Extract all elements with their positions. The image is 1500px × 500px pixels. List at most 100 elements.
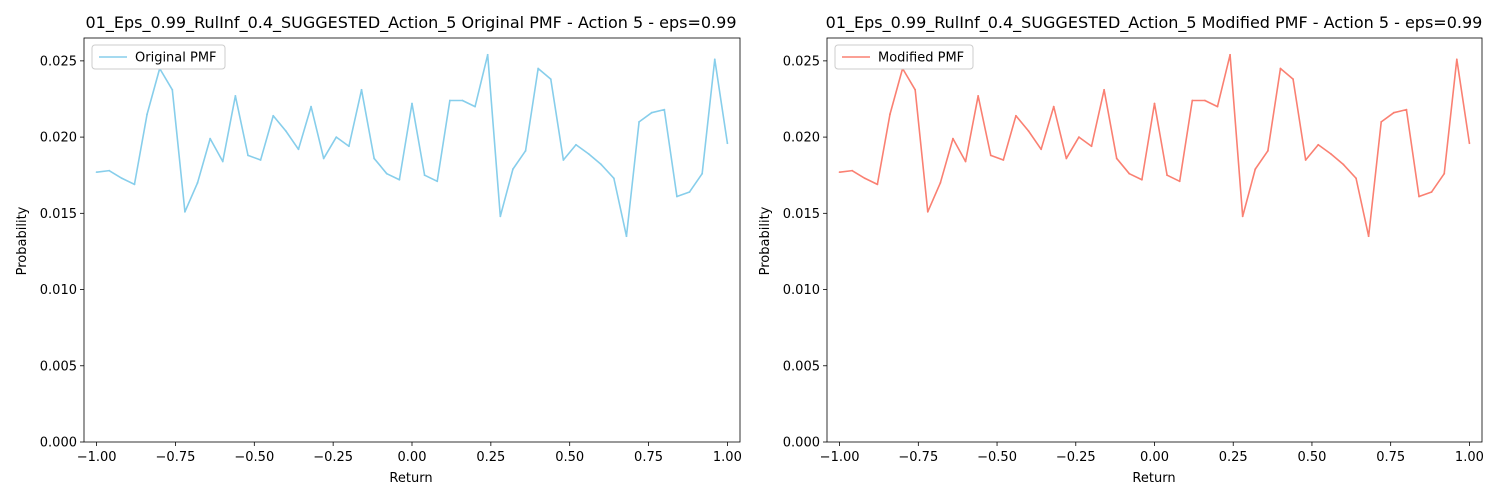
data-point: [701, 172, 704, 175]
data-point: [196, 181, 199, 184]
chart-title: 01_Eps_0.99_RulInf_0.4_SUGGESTED_Action_…: [826, 13, 1483, 33]
x-tick-label: −0.50: [234, 450, 274, 465]
data-point: [133, 183, 136, 186]
legend-box: [91, 44, 226, 70]
y-axis-label: Probability: [15, 206, 30, 275]
chart-panel-modified: 01_Eps_0.99_RulInf_0.4_SUGGESTED_Action_…: [758, 13, 1484, 486]
data-point: [1052, 105, 1055, 108]
x-tick-label: −0.75: [156, 450, 196, 465]
data-point: [876, 183, 879, 186]
data-point: [650, 111, 653, 114]
x-tick-label: −1.00: [77, 450, 117, 465]
data-point: [486, 53, 489, 56]
data-point: [1355, 177, 1357, 180]
data-point: [512, 168, 514, 171]
data-point: [1455, 58, 1458, 61]
data-point: [1153, 102, 1156, 105]
data-point: [952, 137, 954, 140]
data-point: [537, 67, 540, 70]
data-point: [1266, 149, 1269, 152]
data-point: [284, 130, 287, 132]
data-point: [259, 159, 262, 161]
data-point: [1342, 163, 1345, 166]
legend: Modified PMF: [834, 44, 974, 70]
data-point: [638, 120, 640, 123]
data-point: [1317, 143, 1320, 146]
x-tick-label: 0.00: [398, 450, 427, 465]
data-point: [436, 180, 439, 183]
data-point: [863, 177, 866, 180]
data-point: [1229, 53, 1231, 56]
data-point: [600, 163, 603, 166]
x-tick-label: −0.75: [898, 450, 938, 465]
data-point: [676, 195, 678, 198]
data-point: [184, 210, 186, 213]
x-tick-label: 0.50: [555, 450, 584, 465]
data-point: [209, 137, 212, 140]
data-point: [1405, 108, 1408, 111]
data-point: [1279, 67, 1282, 70]
data-point: [989, 154, 992, 157]
data-point: [1241, 215, 1244, 218]
data-point: [1141, 178, 1143, 181]
data-point: [272, 114, 275, 117]
x-tick-label: 0.25: [1219, 450, 1248, 465]
data-point: [575, 143, 577, 146]
legend: Original PMF: [91, 44, 226, 70]
data-point: [587, 152, 590, 155]
data-point: [310, 105, 312, 108]
data-point: [838, 171, 841, 174]
data-point: [1443, 172, 1446, 175]
data-point: [247, 154, 249, 157]
data-point: [562, 159, 565, 161]
data-point: [1418, 195, 1420, 198]
data-point: [411, 102, 413, 105]
data-point: [1040, 148, 1043, 151]
x-tick-label: 0.25: [476, 450, 505, 465]
y-tick-label: 0.020: [40, 131, 77, 146]
data-point: [499, 215, 502, 218]
x-tick-label: 0.75: [634, 450, 663, 465]
data-point: [1128, 172, 1131, 175]
data-point: [1380, 120, 1383, 123]
legend-box: [834, 44, 974, 70]
data-point: [423, 174, 426, 177]
y-tick-label: 0.025: [783, 54, 820, 69]
data-point: [171, 88, 174, 91]
y-tick-label: 0.025: [40, 54, 77, 69]
data-point: [726, 142, 729, 145]
data-point: [914, 88, 917, 91]
data-point: [1078, 136, 1080, 138]
x-tick-label: −0.25: [1056, 450, 1096, 465]
data-point: [322, 157, 325, 160]
data-point: [1367, 235, 1370, 238]
x-tick-label: −0.25: [313, 450, 353, 465]
y-tick-label: 0.000: [783, 436, 820, 451]
data-point: [663, 108, 666, 111]
data-point: [448, 99, 451, 102]
data-point: [625, 235, 628, 238]
data-point: [977, 95, 980, 97]
data-point: [1304, 159, 1307, 161]
data-point: [1430, 191, 1433, 193]
y-tick-label: 0.010: [40, 283, 77, 298]
chart-title: 01_Eps_0.99_RulInf_0.4_SUGGESTED_Action_…: [86, 13, 737, 33]
data-point: [1468, 142, 1471, 145]
data-point: [297, 148, 300, 151]
data-point: [713, 58, 716, 61]
data-point: [1002, 159, 1005, 161]
data-point: [95, 171, 98, 174]
y-tick-label: 0.000: [40, 436, 77, 451]
data-point: [939, 181, 942, 184]
y-tick-label: 0.020: [783, 131, 820, 146]
data-point: [360, 88, 363, 91]
chart-panel-original: 01_Eps_0.99_RulInf_0.4_SUGGESTED_Action_…: [15, 13, 742, 486]
y-tick-label: 0.010: [783, 283, 820, 298]
data-point: [348, 145, 350, 148]
x-axis-label: Return: [389, 471, 432, 486]
data-point: [234, 95, 237, 97]
y-tick-label: 0.005: [783, 359, 820, 374]
data-point: [851, 169, 854, 172]
